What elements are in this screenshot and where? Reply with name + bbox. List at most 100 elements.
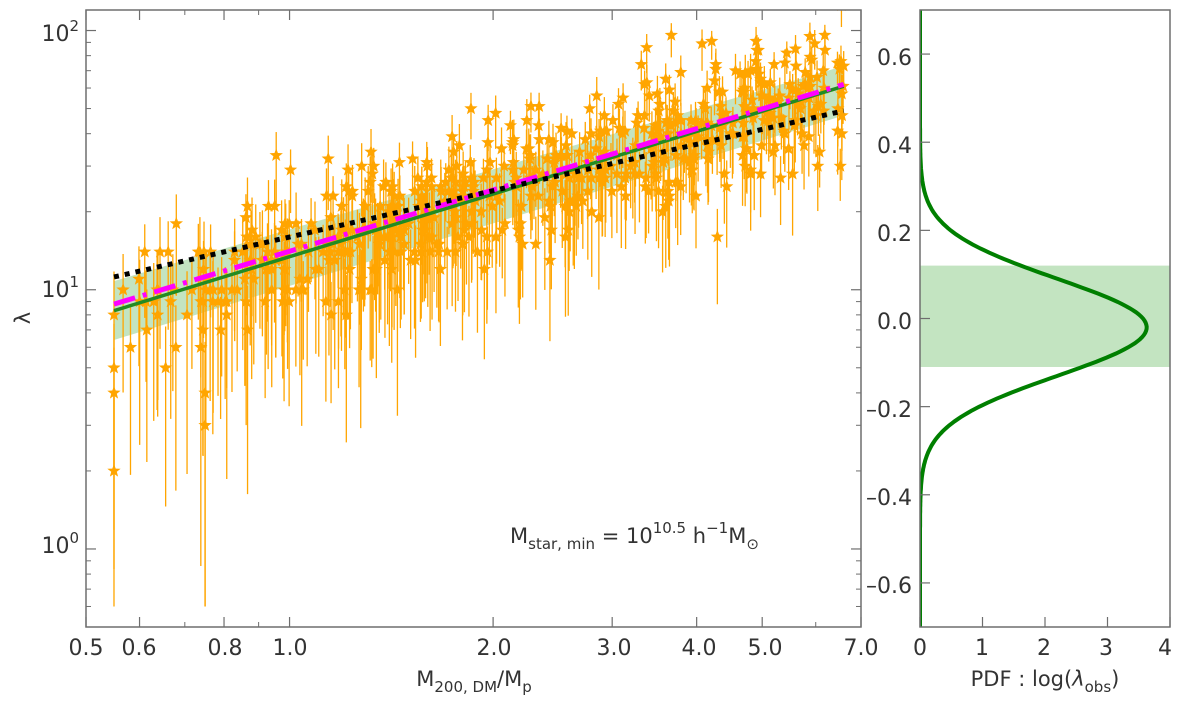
star-marker xyxy=(659,199,673,212)
data-point xyxy=(618,110,632,174)
star-marker xyxy=(618,123,632,137)
star-marker xyxy=(451,229,465,243)
star-marker xyxy=(497,159,511,172)
data-point xyxy=(206,250,220,413)
star-marker xyxy=(449,210,463,224)
star-marker xyxy=(545,179,559,193)
star-marker xyxy=(559,138,573,152)
star-marker xyxy=(694,115,709,129)
star-marker xyxy=(619,166,633,180)
data-point xyxy=(367,147,381,204)
star-marker xyxy=(312,262,326,275)
star-marker xyxy=(668,95,682,108)
star-marker xyxy=(390,282,405,296)
data-point xyxy=(418,206,433,284)
star-marker xyxy=(240,199,255,212)
data-point xyxy=(642,82,656,122)
data-point xyxy=(531,173,545,245)
star-marker xyxy=(747,103,761,117)
data-point xyxy=(654,115,668,181)
star-marker xyxy=(481,135,495,149)
star-marker xyxy=(801,81,816,94)
data-point xyxy=(378,229,392,338)
star-marker xyxy=(319,189,334,202)
star-marker xyxy=(513,216,528,230)
star-marker xyxy=(415,179,429,193)
star-marker xyxy=(516,237,530,250)
star-marker xyxy=(308,223,322,236)
side-y-tick-label-0.4: 0.4 xyxy=(877,134,912,159)
star-marker xyxy=(215,282,229,296)
side-x-tick-label-2: 2 xyxy=(1037,636,1051,661)
x-tick-label-7.0: 7.0 xyxy=(844,636,879,661)
star-marker xyxy=(560,123,574,137)
data-point xyxy=(777,114,791,164)
star-marker xyxy=(803,79,817,92)
data-point xyxy=(300,246,314,367)
star-marker xyxy=(138,244,152,258)
data-point xyxy=(547,138,562,203)
star-marker xyxy=(717,166,731,180)
data-point xyxy=(459,197,474,285)
star-marker xyxy=(689,189,703,202)
star-marker xyxy=(236,244,250,258)
star-marker xyxy=(420,159,435,172)
data-point xyxy=(336,197,351,318)
data-point xyxy=(705,30,719,60)
star-marker xyxy=(710,229,724,243)
star-marker xyxy=(514,199,529,212)
star-marker xyxy=(116,282,130,296)
data-point xyxy=(631,101,645,143)
star-marker xyxy=(304,216,318,230)
side-y-tick-label-m0.2: –0.2 xyxy=(866,398,912,423)
star-marker xyxy=(833,159,847,172)
star-marker xyxy=(813,145,827,158)
data-point xyxy=(685,149,699,214)
star-marker xyxy=(447,184,461,197)
dotted-line xyxy=(113,108,845,280)
star-marker xyxy=(180,307,194,321)
star-marker xyxy=(704,118,718,132)
side-y-tick-label-0.6: 0.6 xyxy=(877,46,912,71)
star-marker xyxy=(278,216,292,230)
star-marker xyxy=(737,99,752,112)
data-point xyxy=(225,254,239,392)
data-point xyxy=(404,229,418,340)
star-marker xyxy=(240,322,255,336)
star-marker xyxy=(354,272,368,285)
star-marker xyxy=(705,132,720,146)
data-point xyxy=(289,192,303,304)
star-marker xyxy=(818,28,832,41)
star-marker xyxy=(778,55,792,69)
star-marker xyxy=(447,145,461,158)
star-marker xyxy=(773,170,788,184)
star-marker xyxy=(536,166,550,180)
data-point xyxy=(413,213,428,322)
star-marker xyxy=(662,82,677,96)
star-marker xyxy=(274,223,289,236)
star-marker xyxy=(664,118,678,132)
star-marker xyxy=(695,36,709,50)
star-marker xyxy=(525,179,539,193)
data-point xyxy=(540,141,554,193)
data-point xyxy=(159,326,173,507)
data-point xyxy=(516,220,530,298)
star-marker xyxy=(520,113,534,127)
data-point xyxy=(831,110,845,175)
data-point xyxy=(440,226,454,310)
star-marker xyxy=(107,307,121,321)
star-marker xyxy=(696,97,711,110)
data-point xyxy=(594,156,609,210)
star-marker xyxy=(745,92,759,106)
star-marker xyxy=(630,115,644,129)
star-marker xyxy=(612,121,627,134)
x-tick-label-0.8: 0.8 xyxy=(208,636,243,661)
star-marker xyxy=(816,63,830,77)
star-marker xyxy=(743,162,758,176)
y-axis-label: λ xyxy=(11,312,35,324)
star-marker xyxy=(203,244,218,258)
star-marker xyxy=(489,189,504,202)
star-marker xyxy=(255,253,269,266)
star-marker xyxy=(319,294,333,308)
data-point xyxy=(662,74,677,120)
